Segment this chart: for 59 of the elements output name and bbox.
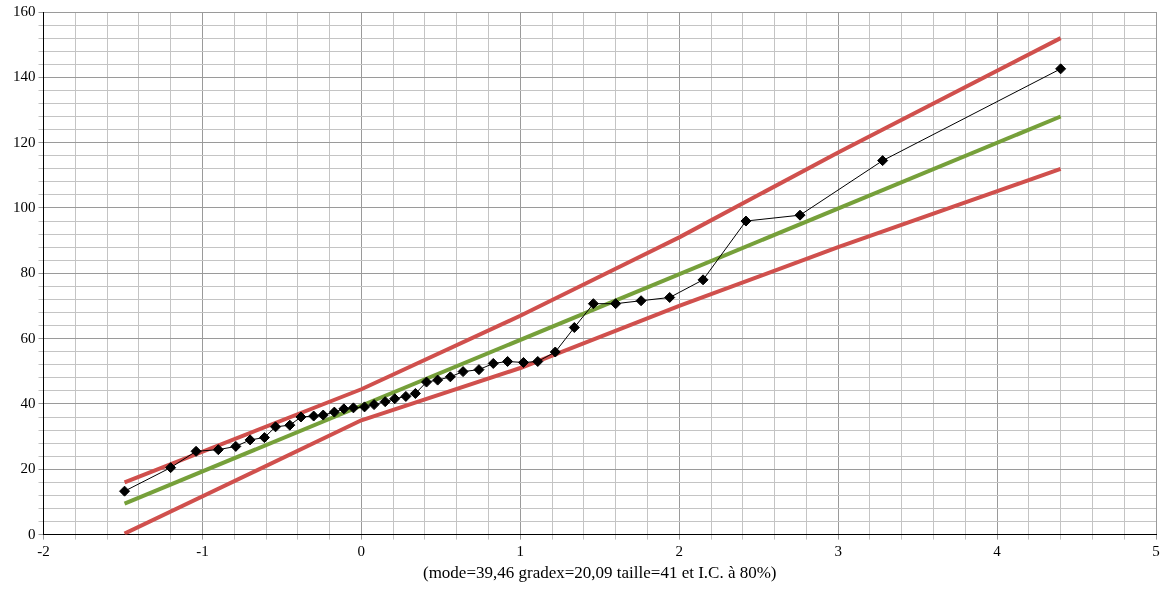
point (338, 403, 350, 415)
point (587, 298, 599, 310)
point (549, 346, 561, 358)
x-axis-title: (mode=39,46 gradex=20,09 taille=41 et I.C. à 80%) (422, 563, 777, 583)
x-tick-label: -2 (37, 542, 50, 559)
point (457, 366, 469, 378)
point (568, 322, 580, 334)
point (230, 440, 242, 452)
point (258, 432, 270, 444)
point (379, 396, 391, 408)
x-tick-label: 5 (1152, 542, 1160, 559)
y-tick-label: 100 (13, 198, 36, 215)
point (389, 393, 401, 405)
point (244, 434, 256, 446)
point (794, 209, 806, 221)
x-tick-label: 1 (516, 542, 525, 559)
point (421, 376, 433, 388)
y-tick-label: 20 (20, 460, 36, 477)
point (284, 419, 296, 431)
y-tick-label: 80 (20, 264, 36, 281)
point (697, 274, 709, 286)
point (517, 356, 529, 368)
y-tick-label: 40 (20, 394, 36, 411)
point (295, 411, 307, 423)
point (610, 298, 622, 310)
y-tick-label: 140 (13, 68, 36, 85)
point (740, 215, 752, 227)
point (165, 462, 177, 474)
y-tick-label: 0 (28, 525, 36, 542)
point (119, 485, 131, 497)
point (190, 445, 202, 457)
point (635, 295, 647, 307)
point (877, 155, 889, 167)
x-tick-label: 3 (834, 542, 842, 559)
y-tick-label: 160 (13, 2, 36, 19)
x-tick-label: -1 (196, 542, 209, 559)
point (328, 406, 340, 418)
point (270, 421, 282, 433)
point (347, 402, 359, 414)
point (432, 374, 444, 386)
x-tick-label: 2 (675, 542, 683, 559)
point (400, 390, 412, 402)
x-tick-label: 4 (993, 542, 1002, 559)
point (308, 410, 320, 422)
point (473, 364, 485, 376)
point (368, 399, 380, 411)
point (444, 371, 456, 383)
point (1055, 63, 1067, 75)
point (212, 444, 224, 456)
point (359, 401, 371, 413)
point (664, 291, 676, 303)
point (317, 409, 329, 421)
point (487, 357, 499, 369)
point (532, 355, 544, 367)
y-tick-label: 60 (20, 329, 36, 346)
point (502, 355, 514, 367)
y-tick-label: 120 (13, 133, 36, 150)
point (409, 388, 421, 399)
x-tick-label: 0 (357, 542, 366, 559)
